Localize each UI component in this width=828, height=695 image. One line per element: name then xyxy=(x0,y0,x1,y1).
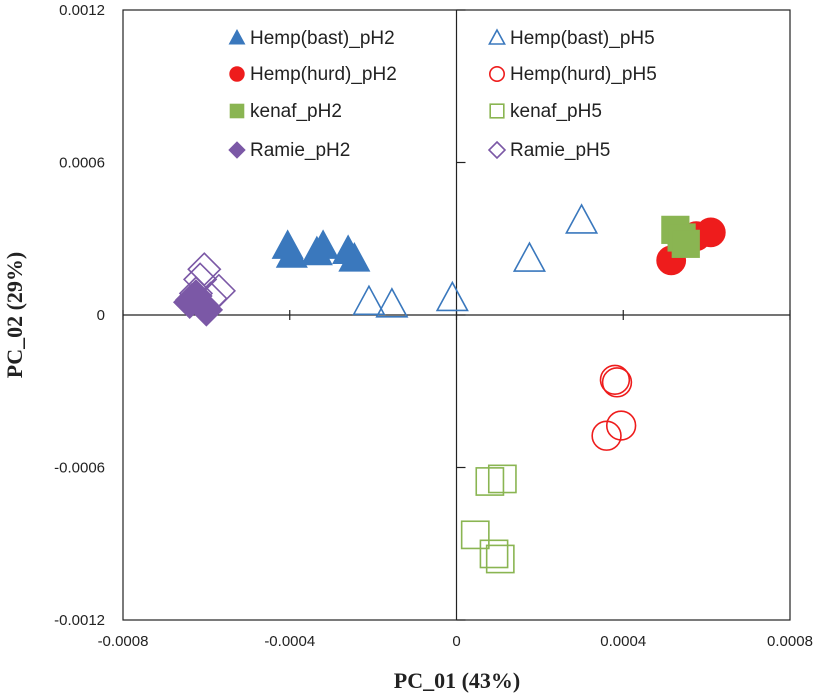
legend-marker-hemp-hurd-ph5 xyxy=(488,66,505,83)
hemp-hurd-ph5-point xyxy=(599,364,631,396)
ramie-ph5-point xyxy=(182,262,218,297)
x-tick-label: 0 xyxy=(452,633,460,650)
x-axis-title: PC_01 (43%) xyxy=(394,668,520,693)
kenaf-ph5-point xyxy=(479,539,509,569)
legend-label-kenaf-ph2: kenaf_pH2 xyxy=(250,101,342,122)
legend-label-hemp-hurd-ph5: Hemp(hurd)_pH5 xyxy=(510,64,657,85)
legend-label-hemp-hurd-ph2: Hemp(hurd)_pH2 xyxy=(250,64,397,85)
kenaf-ph5-point xyxy=(487,464,517,494)
hemp-bast-ph2-point xyxy=(275,238,308,268)
hemp-bast-ph5-point xyxy=(512,241,546,272)
y-tick-label: 0.0012 xyxy=(59,2,105,19)
x-tick-label: 0.0004 xyxy=(600,633,646,650)
y-tick-label: -0.0006 xyxy=(54,460,105,477)
kenaf-ph2-point xyxy=(671,229,700,258)
legend-marker-kenaf-ph5 xyxy=(489,103,505,119)
legend-marker-hemp-bast-ph5 xyxy=(488,28,506,45)
y-axis-title: PC_02 (29%) xyxy=(2,252,27,378)
kenaf-ph5-point xyxy=(460,520,490,550)
x-tick-label: -0.0004 xyxy=(264,633,315,650)
y-tick-label: 0.0006 xyxy=(59,155,105,172)
hemp-bast-ph5-point xyxy=(435,280,469,312)
legend-label-kenaf-ph5: kenaf_pH5 xyxy=(510,101,602,122)
legend-label-ramie-ph2: Ramie_pH2 xyxy=(250,140,350,161)
legend-marker-ramie-ph5 xyxy=(487,140,507,160)
axes xyxy=(122,9,791,621)
x-tick-label: 0.0008 xyxy=(767,633,813,650)
hemp-bast-ph5-point xyxy=(375,287,409,318)
legend-marker-kenaf-ph2 xyxy=(229,103,245,119)
hemp-bast-ph2-point xyxy=(338,242,371,272)
y-tick-label: -0.0012 xyxy=(54,612,105,629)
hemp-hurd-ph5-point xyxy=(591,420,622,451)
legend: Hemp(bast)_pH2 Hemp(bast)_pH5 Hemp(hurd)_p… xyxy=(228,28,657,161)
tick-labels: -0.0008 -0.0004 0 0.0004 0.0008 0.0012 0.0006 0… xyxy=(54,2,813,650)
legend-marker-hemp-bast-ph2 xyxy=(228,28,246,45)
kenaf-ph5-point xyxy=(475,467,505,496)
legend-label-ramie-ph5: Ramie_pH5 xyxy=(510,140,610,161)
legend-marker-ramie-ph2 xyxy=(228,141,246,159)
hemp-hurd-ph2-point xyxy=(695,217,726,248)
data-points xyxy=(172,203,726,574)
legend-marker-hemp-hurd-ph2 xyxy=(229,66,245,82)
x-tick-label: -0.0008 xyxy=(98,633,149,650)
y-tick-label: 0 xyxy=(97,307,105,324)
ramie-ph5-point xyxy=(178,276,214,311)
hemp-bast-ph5-point xyxy=(352,284,386,316)
hemp-bast-ph5-point xyxy=(565,203,599,234)
legend-label-hemp-bast-ph5: Hemp(bast)_pH5 xyxy=(510,28,655,49)
hemp-bast-ph2-point xyxy=(300,235,333,266)
ramie-ph5-point xyxy=(193,281,228,316)
legend-label-hemp-bast-ph2: Hemp(bast)_pH2 xyxy=(250,28,395,49)
kenaf-ph5-point xyxy=(485,544,515,574)
hemp-hurd-ph5-point xyxy=(601,367,633,398)
